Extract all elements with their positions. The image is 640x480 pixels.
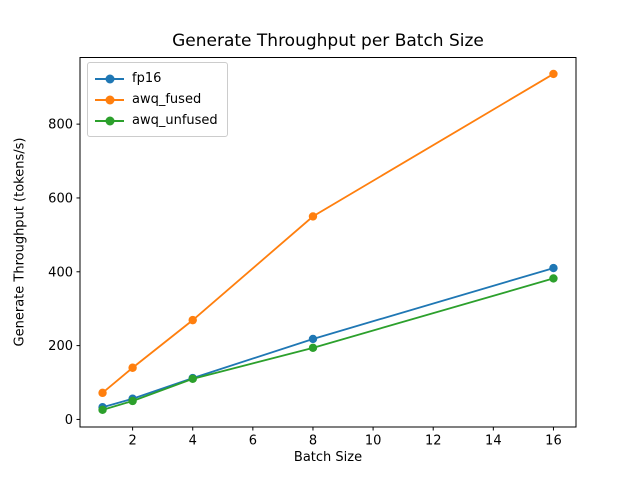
- legend-label-awq-fused: awq_fused: [132, 91, 202, 107]
- svg-text:2: 2: [128, 434, 136, 449]
- legend-dot-swatch: [105, 95, 114, 104]
- legend: fp16 awq_fused awq_unfused: [87, 62, 228, 137]
- svg-text:14: 14: [485, 434, 502, 449]
- legend-item-fp16: fp16: [95, 69, 218, 88]
- svg-text:6: 6: [249, 434, 257, 449]
- legend-dot-swatch: [105, 74, 114, 83]
- svg-text:800: 800: [48, 118, 73, 133]
- legend-label-fp16: fp16: [132, 70, 162, 86]
- svg-text:16: 16: [545, 434, 562, 449]
- svg-text:10: 10: [365, 434, 382, 449]
- y-axis-label: Generate Throughput (tokens/s): [12, 137, 28, 347]
- svg-text:400: 400: [48, 265, 73, 280]
- awq-fused-line-icon: [95, 95, 124, 105]
- svg-text:12: 12: [425, 434, 442, 449]
- svg-text:200: 200: [48, 339, 73, 354]
- svg-text:0: 0: [65, 413, 73, 428]
- legend-item-awq-fused: awq_fused: [95, 90, 218, 109]
- legend-dot-swatch: [105, 116, 114, 125]
- fp16-line-icon: [95, 74, 124, 84]
- x-axis-label: Batch Size: [293, 450, 363, 465]
- svg-text:8: 8: [309, 434, 317, 449]
- awq-unfused-line-icon: [95, 116, 124, 126]
- chart-title: Generate Throughput per Batch Size: [172, 31, 484, 51]
- legend-item-awq-unfused: awq_unfused: [95, 111, 218, 130]
- svg-text:600: 600: [48, 191, 73, 206]
- legend-label-awq-unfused: awq_unfused: [132, 112, 218, 128]
- svg-text:4: 4: [189, 434, 197, 449]
